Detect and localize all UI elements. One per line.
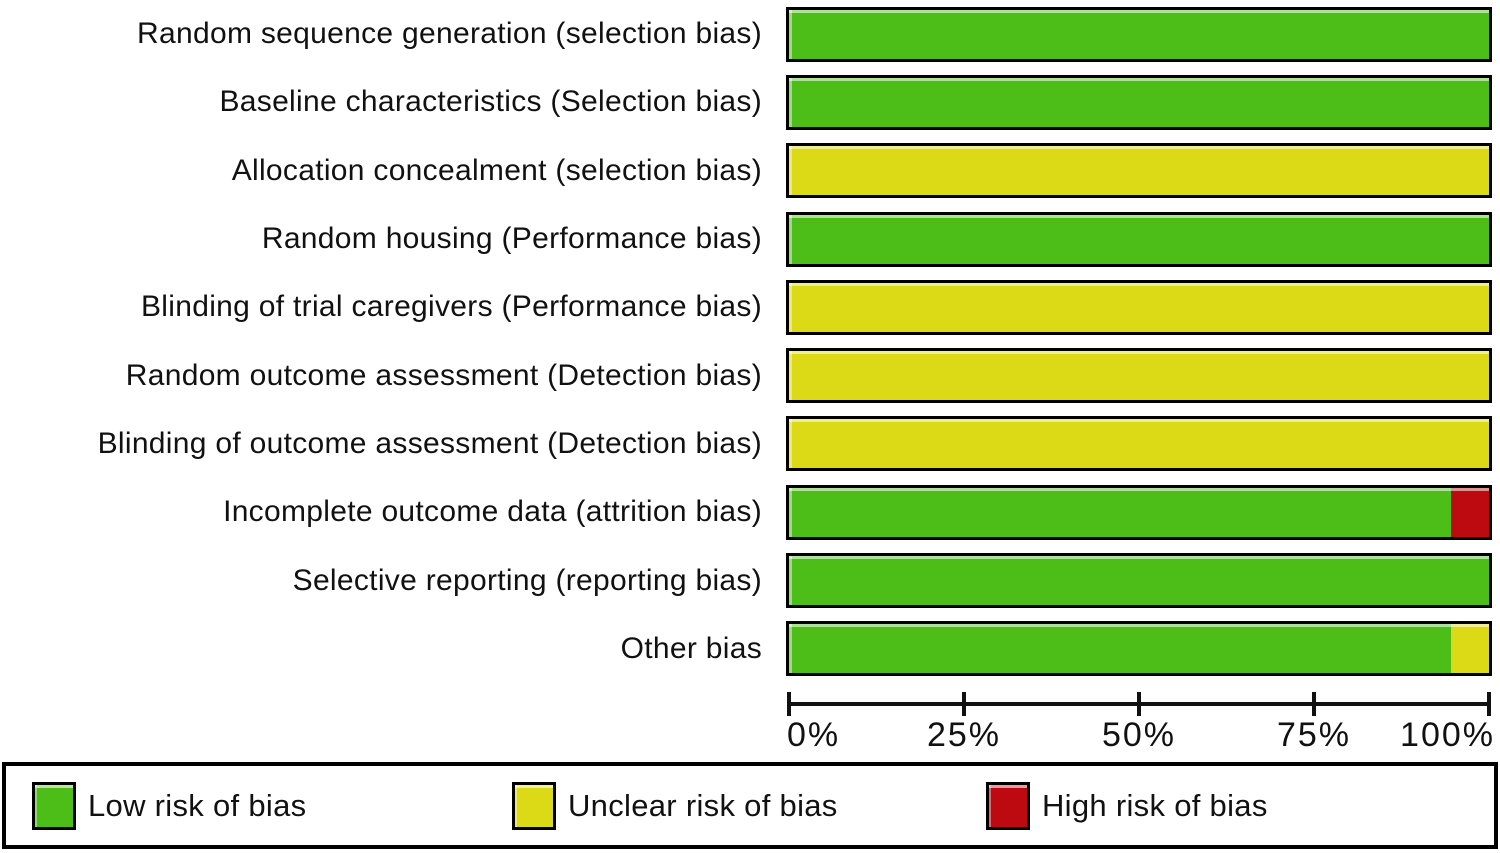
row-label: Baseline characteristics (Selection bias… bbox=[219, 85, 762, 119]
chart-row: Blinding of outcome assessment (Detectio… bbox=[0, 410, 1500, 478]
bar-segment bbox=[789, 351, 1489, 401]
chart-row: Random outcome assessment (Detection bia… bbox=[0, 341, 1500, 409]
axis-tick-label: 50% bbox=[1101, 716, 1177, 754]
chart-row: Random housing (Performance bias) bbox=[0, 205, 1500, 273]
bar-cell bbox=[786, 553, 1492, 609]
row-label: Allocation concealment (selection bias) bbox=[231, 153, 762, 187]
legend-label: Low risk of bias bbox=[88, 788, 307, 823]
legend-swatch-low-risk bbox=[32, 782, 76, 830]
bar-cell bbox=[786, 416, 1492, 472]
chart-area: Random sequence generation (selection bi… bbox=[0, 0, 1500, 683]
legend-item-unclear-risk: Unclear risk of bias bbox=[512, 782, 838, 830]
chart-row: Other bias bbox=[0, 615, 1500, 683]
legend-swatch-unclear-risk bbox=[512, 782, 556, 830]
bar-cell bbox=[786, 348, 1492, 404]
bar-cell bbox=[786, 279, 1492, 335]
legend-swatch-high-risk bbox=[986, 782, 1030, 830]
chart-row: Allocation concealment (selection bias) bbox=[0, 137, 1500, 205]
chart-row: Random sequence generation (selection bi… bbox=[0, 0, 1500, 68]
risk-bar bbox=[786, 484, 1492, 540]
legend-label: Unclear risk of bias bbox=[568, 788, 838, 823]
risk-bar bbox=[786, 348, 1492, 404]
bar-segment bbox=[1450, 487, 1489, 537]
axis-tick-label: 0% bbox=[787, 716, 841, 754]
row-label: Selective reporting (reporting bias) bbox=[292, 563, 762, 597]
axis-tick-label: 75% bbox=[1276, 716, 1352, 754]
row-label: Random housing (Performance bias) bbox=[261, 222, 762, 256]
risk-bar bbox=[786, 553, 1492, 609]
bar-segment bbox=[789, 282, 1489, 332]
row-label: Blinding of trial caregivers (Performanc… bbox=[140, 290, 762, 324]
chart-row: Blinding of trial caregivers (Performanc… bbox=[0, 273, 1500, 341]
bar-cell bbox=[786, 74, 1492, 130]
row-label: Other bias bbox=[620, 631, 762, 665]
chart-row: Baseline characteristics (Selection bias… bbox=[0, 68, 1500, 136]
bar-segment bbox=[789, 624, 1451, 674]
bar-cell bbox=[786, 6, 1492, 62]
axis-tick-label: 100% bbox=[1400, 716, 1495, 754]
x-axis: 0% 25% 50% 75% 100% bbox=[786, 683, 1495, 762]
bar-cell bbox=[786, 211, 1492, 267]
legend-box: Low risk of bias Unclear risk of bias Hi… bbox=[2, 762, 1498, 849]
row-label: Random sequence generation (selection bi… bbox=[137, 17, 762, 51]
axis-tick bbox=[1137, 692, 1141, 716]
bar-segment bbox=[1450, 624, 1489, 674]
legend-item-high-risk: High risk of bias bbox=[986, 782, 1268, 830]
risk-bar bbox=[786, 74, 1492, 130]
risk-bar bbox=[786, 6, 1492, 62]
risk-bar bbox=[786, 416, 1492, 472]
risk-bar bbox=[786, 279, 1492, 335]
axis-tick bbox=[1312, 692, 1316, 716]
legend-item-low-risk: Low risk of bias bbox=[32, 782, 306, 830]
bar-segment bbox=[789, 487, 1451, 537]
bar-cell bbox=[786, 484, 1492, 540]
chart-row: Incomplete outcome data (attrition bias) bbox=[0, 478, 1500, 546]
legend-label: High risk of bias bbox=[1042, 788, 1268, 823]
bar-cell bbox=[786, 621, 1492, 677]
bar-segment bbox=[789, 77, 1489, 127]
risk-bar bbox=[786, 211, 1492, 267]
bar-segment bbox=[789, 556, 1489, 606]
row-label: Random outcome assessment (Detection bia… bbox=[125, 358, 762, 392]
risk-bar bbox=[786, 143, 1492, 199]
bar-segment bbox=[789, 9, 1489, 59]
bar-segment bbox=[789, 419, 1489, 469]
risk-bar bbox=[786, 621, 1492, 677]
bar-cell bbox=[786, 143, 1492, 199]
axis-tick bbox=[1487, 692, 1491, 716]
axis-tick-label: 25% bbox=[926, 716, 1002, 754]
row-label: Incomplete outcome data (attrition bias) bbox=[223, 495, 762, 529]
chart-row: Selective reporting (reporting bias) bbox=[0, 546, 1500, 614]
row-label: Blinding of outcome assessment (Detectio… bbox=[97, 426, 762, 460]
axis-tick bbox=[962, 692, 966, 716]
bar-segment bbox=[789, 146, 1489, 196]
bar-segment bbox=[789, 214, 1489, 264]
axis-tick bbox=[787, 692, 791, 716]
